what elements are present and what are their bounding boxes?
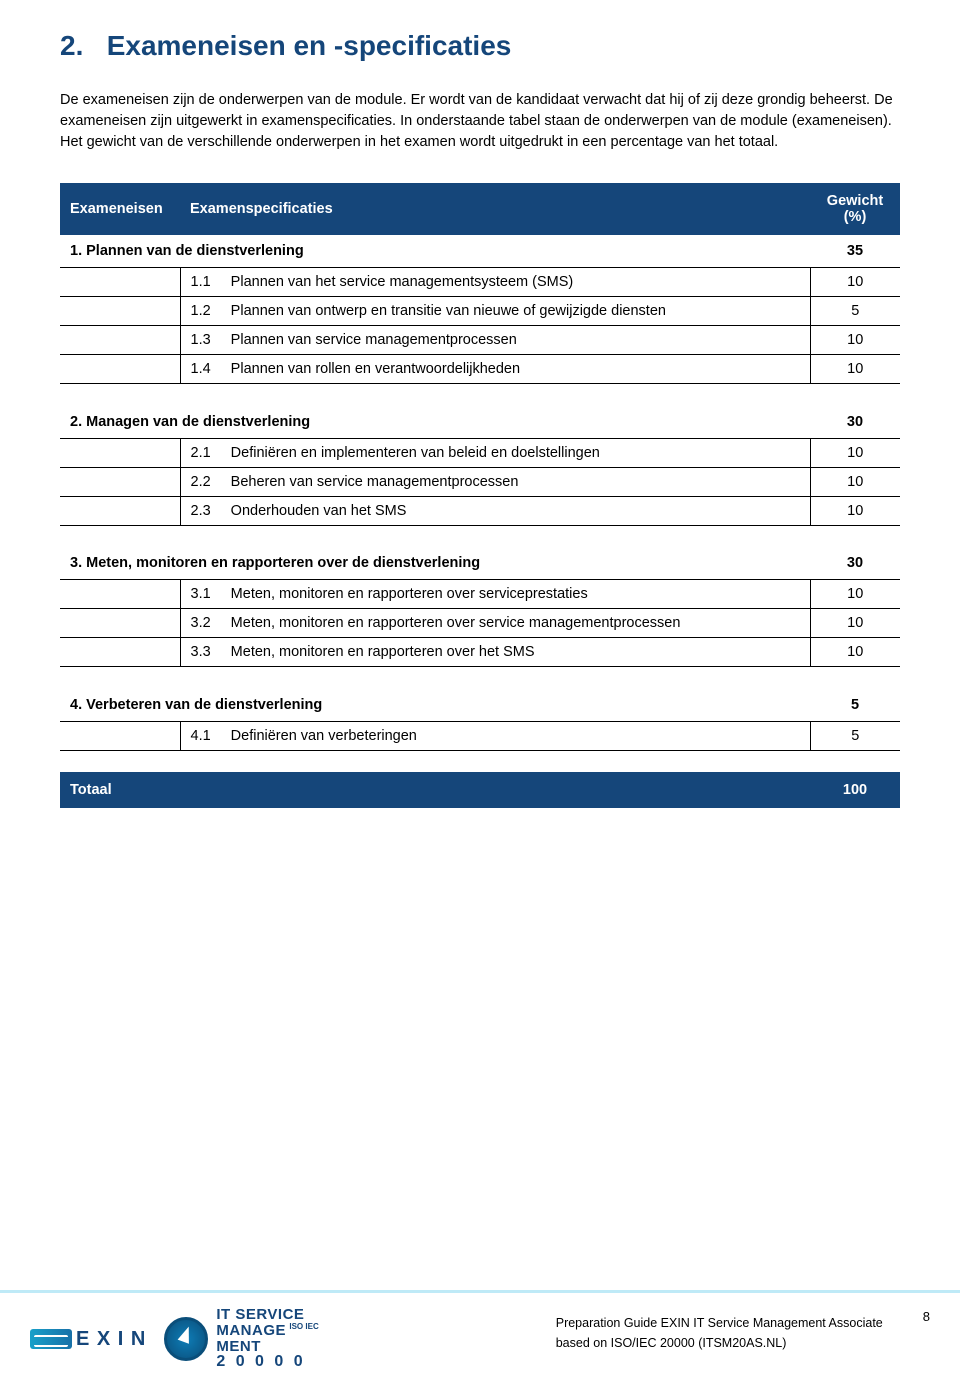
row-weight: 10	[810, 580, 900, 609]
badge-line3: MENT	[216, 1339, 318, 1355]
row-weight: 10	[810, 438, 900, 467]
row-label: Meten, monitoren en rapporteren over ser…	[221, 609, 810, 638]
page-footer: E X I N IT SERVICE MANAGE ISO IEC MENT 2…	[0, 1290, 960, 1400]
category-label: 3. Meten, monitoren en rapporteren over …	[60, 547, 810, 580]
th-exameneisen: Exameneisen	[60, 183, 180, 235]
compass-icon	[164, 1317, 208, 1361]
row-weight: 10	[810, 326, 900, 355]
row-weight: 5	[810, 297, 900, 326]
row-label: Plannen van het service managementsystee…	[221, 268, 810, 297]
footer-doc-line1: Preparation Guide EXIN IT Service Manage…	[556, 1313, 883, 1333]
badge-sup: ISO IEC	[289, 1322, 318, 1331]
category-row: 3. Meten, monitoren en rapporteren over …	[60, 547, 900, 580]
row-label: Definiëren van verbeteringen	[221, 721, 810, 750]
category-weight: 30	[810, 406, 900, 439]
table-row: 2.3 Onderhouden van het SMS 10	[60, 496, 900, 525]
category-label: 2. Managen van de dienstverlening	[60, 406, 810, 439]
row-weight: 10	[810, 355, 900, 384]
row-num: 1.3	[180, 326, 221, 355]
category-label: 1. Plannen van de dienstverlening	[60, 235, 810, 268]
intro-paragraph: De exameneisen zijn de onderwerpen van d…	[60, 90, 900, 153]
row-weight: 10	[810, 638, 900, 667]
category-row: 1. Plannen van de dienstverlening 35	[60, 235, 900, 268]
row-num: 2.1	[180, 438, 221, 467]
row-weight: 10	[810, 467, 900, 496]
category-weight: 30	[810, 547, 900, 580]
table-row: 1.4 Plannen van rollen en verantwoordeli…	[60, 355, 900, 384]
row-num: 4.1	[180, 721, 221, 750]
row-num: 3.1	[180, 580, 221, 609]
row-label: Meten, monitoren en rapporteren over het…	[221, 638, 810, 667]
category-label: 4. Verbeteren van de dienstverlening	[60, 689, 810, 722]
row-num: 2.3	[180, 496, 221, 525]
category-weight: 5	[810, 689, 900, 722]
category-weight: 35	[810, 235, 900, 268]
table-row: 2.2 Beheren van service managementproces…	[60, 467, 900, 496]
th-examenspecificaties: Examenspecificaties	[180, 183, 810, 235]
row-num: 3.3	[180, 638, 221, 667]
row-label: Plannen van rollen en verantwoordelijkhe…	[221, 355, 810, 384]
row-num: 1.4	[180, 355, 221, 384]
total-row: Totaal 100	[60, 772, 900, 808]
table-row: 4.1 Definiëren van verbeteringen 5	[60, 721, 900, 750]
row-label: Meten, monitoren en rapporteren over ser…	[221, 580, 810, 609]
row-weight: 10	[810, 609, 900, 638]
table-row: 1.3 Plannen van service managementproces…	[60, 326, 900, 355]
total-weight: 100	[810, 772, 900, 808]
badge-line1: IT SERVICE	[216, 1307, 318, 1323]
table-header-row: Exameneisen Examenspecificaties Gewicht …	[60, 183, 900, 235]
row-num: 1.1	[180, 268, 221, 297]
page-number: 8	[923, 1307, 930, 1324]
row-label: Onderhouden van het SMS	[221, 496, 810, 525]
table-row: 3.2 Meten, monitoren en rapporteren over…	[60, 609, 900, 638]
row-label: Plannen van service managementprocessen	[221, 326, 810, 355]
table-row: 1.1 Plannen van het service managementsy…	[60, 268, 900, 297]
footer-doc-meta: Preparation Guide EXIN IT Service Manage…	[556, 1307, 883, 1353]
badge-line2: MANAGE	[216, 1322, 286, 1339]
section-title: 2. Exameneisen en -specificaties	[60, 30, 900, 62]
section-number: 2.	[60, 30, 83, 61]
exin-logo-text: E X I N	[76, 1328, 146, 1351]
exam-spec-table: Exameneisen Examenspecificaties Gewicht …	[60, 183, 900, 808]
row-weight: 10	[810, 496, 900, 525]
exin-logo: E X I N	[30, 1328, 146, 1351]
row-label: Plannen van ontwerp en transitie van nie…	[221, 297, 810, 326]
th-gewicht: Gewicht (%)	[810, 183, 900, 235]
category-row: 2. Managen van de dienstverlening 30	[60, 406, 900, 439]
row-num: 1.2	[180, 297, 221, 326]
row-weight: 10	[810, 268, 900, 297]
table-row: 3.1 Meten, monitoren en rapporteren over…	[60, 580, 900, 609]
table-row: 2.1 Definiëren en implementeren van bele…	[60, 438, 900, 467]
row-num: 3.2	[180, 609, 221, 638]
badge-line4: 2 0 0 0 0	[216, 1354, 318, 1371]
section-heading: Exameneisen en -specificaties	[107, 30, 512, 61]
row-weight: 5	[810, 721, 900, 750]
footer-logos: E X I N IT SERVICE MANAGE ISO IEC MENT 2…	[30, 1307, 319, 1371]
table-row: 1.2 Plannen van ontwerp en transitie van…	[60, 297, 900, 326]
footer-doc-line2: based on ISO/IEC 20000 (ITSM20AS.NL)	[556, 1333, 883, 1353]
exin-wave-icon	[30, 1329, 72, 1349]
row-label: Definiëren en implementeren van beleid e…	[221, 438, 810, 467]
itsm-badge-text: IT SERVICE MANAGE ISO IEC MENT 2 0 0 0 0	[216, 1307, 318, 1371]
total-label: Totaal	[60, 772, 810, 808]
table-row: 3.3 Meten, monitoren en rapporteren over…	[60, 638, 900, 667]
row-num: 2.2	[180, 467, 221, 496]
row-label: Beheren van service managementprocessen	[221, 467, 810, 496]
category-row: 4. Verbeteren van de dienstverlening 5	[60, 689, 900, 722]
itsm-badge: IT SERVICE MANAGE ISO IEC MENT 2 0 0 0 0	[164, 1307, 318, 1371]
